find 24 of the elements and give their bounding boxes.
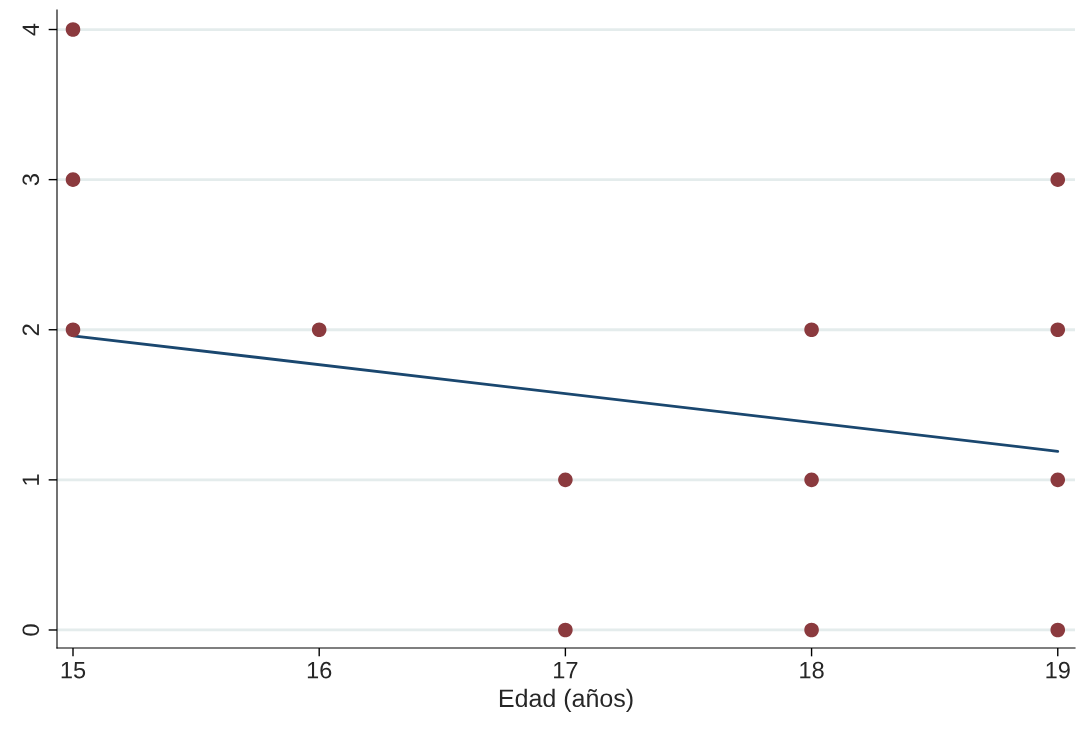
x-tick-label: 19 bbox=[1046, 661, 1070, 679]
point bbox=[65, 322, 81, 338]
point bbox=[1050, 172, 1066, 187]
point bbox=[65, 22, 81, 37]
point bbox=[804, 622, 819, 638]
y-tick-label: 1 bbox=[22, 474, 39, 485]
y-tick-label: 0 bbox=[22, 624, 40, 636]
point bbox=[558, 622, 573, 638]
x-tick-label: 17 bbox=[554, 662, 578, 679]
x-tick-label: 16 bbox=[307, 661, 332, 679]
x-tick-label: 18 bbox=[800, 661, 824, 679]
y-tick-label: 2 bbox=[22, 324, 39, 336]
point bbox=[1050, 622, 1066, 638]
point bbox=[311, 322, 327, 338]
point bbox=[558, 472, 573, 488]
point bbox=[804, 322, 819, 338]
point bbox=[804, 472, 819, 488]
y-tick-label: 3 bbox=[22, 174, 40, 186]
point bbox=[1050, 472, 1066, 488]
x-tick-label: 15 bbox=[61, 662, 86, 679]
point bbox=[65, 172, 81, 187]
y-tick-label: 4 bbox=[22, 23, 39, 36]
x-axis-title: Edad (años) bbox=[499, 688, 633, 713]
point bbox=[1050, 322, 1066, 338]
